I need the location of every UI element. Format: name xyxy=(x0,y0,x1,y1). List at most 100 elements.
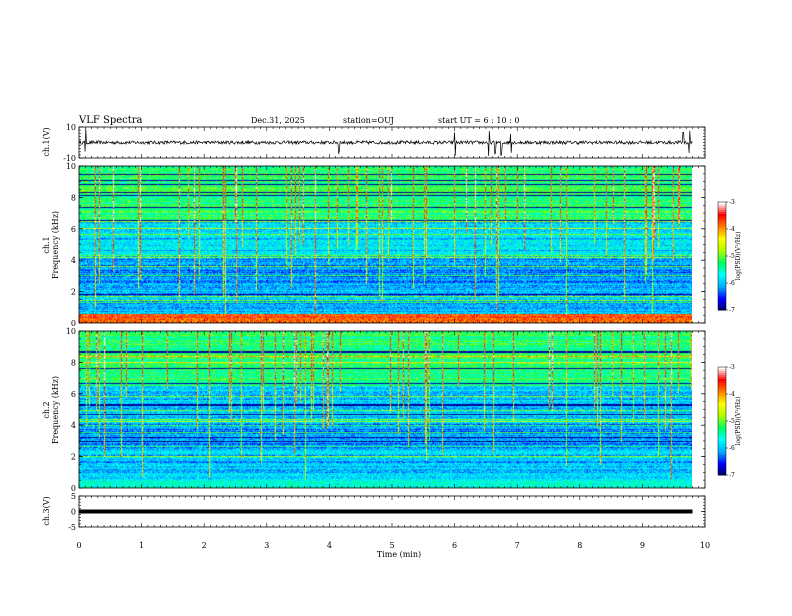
colorbar-segment xyxy=(718,272,726,275)
colorbar-segment xyxy=(718,238,726,241)
colorbar-segment xyxy=(718,214,726,217)
colorbar-segment xyxy=(718,220,726,223)
colorbar-segment xyxy=(718,218,726,221)
colorbar-segment xyxy=(718,222,726,225)
time-tick-label: 9 xyxy=(640,541,645,550)
colorbar-segment xyxy=(718,381,726,384)
colorbar-segment xyxy=(718,262,726,265)
ch2-channel-label: ch.2 xyxy=(42,401,51,418)
colorbar-tick-label: -5 xyxy=(729,253,735,260)
colorbar-segment xyxy=(718,383,726,386)
colorbar-segment xyxy=(718,465,726,468)
ch1-spectrogram-heatmap xyxy=(79,166,705,323)
colorbar-segment xyxy=(718,206,726,209)
colorbar-segment xyxy=(718,276,726,279)
ch1-colorbar: -3 -4 -5 -6 -7 xyxy=(717,199,735,314)
colorbar-segment xyxy=(718,473,726,476)
colorbar-segment xyxy=(718,389,726,392)
colorbar-segment xyxy=(718,234,726,237)
colorbar-segment xyxy=(718,236,726,239)
ch1-waveform-yticks: 10 -10 xyxy=(63,123,705,163)
colorbar-segment xyxy=(718,286,726,289)
y-tick-label: 6 xyxy=(71,390,76,399)
colorbar-segment xyxy=(718,463,726,466)
y-tick-label: 8 xyxy=(71,193,76,202)
colorbar-segment xyxy=(718,393,726,396)
colorbar-segment xyxy=(718,288,726,291)
y-tick-label: 0 xyxy=(71,484,76,493)
colorbar-segment xyxy=(718,232,726,235)
colorbar-tick-label: -3 xyxy=(729,364,735,371)
ch2-spectrogram-ylabel: Frequency (kHz) xyxy=(51,376,60,444)
figure-title: VLF Spectra xyxy=(78,115,143,126)
colorbar-segment xyxy=(718,433,726,436)
colorbar-segment xyxy=(718,208,726,211)
time-tick-label: 0 xyxy=(76,541,81,550)
colorbar-segment xyxy=(718,441,726,444)
colorbar-tick-label: -4 xyxy=(729,226,735,233)
colorbar-segment xyxy=(718,385,726,388)
colorbar-segment xyxy=(718,308,726,311)
y-tick-label: 4 xyxy=(71,256,76,265)
ch1-waveform-ylabel: ch.1(V) xyxy=(42,127,51,156)
colorbar-segment xyxy=(718,290,726,293)
colorbar-segment xyxy=(718,461,726,464)
colorbar-segment xyxy=(718,248,726,251)
time-tick-label: 10 xyxy=(700,541,710,550)
ch1-colorbar-label: log(PSD)(V²/Hz) xyxy=(735,232,742,281)
spectrogram-image xyxy=(79,166,692,323)
colorbar-segment xyxy=(718,377,726,380)
y-tick-label: -5 xyxy=(68,523,76,532)
colorbar-segment xyxy=(718,457,726,460)
colorbar-segment xyxy=(718,431,726,434)
colorbar-segment xyxy=(718,260,726,263)
colorbar-segment xyxy=(718,467,726,470)
colorbar-segment xyxy=(718,230,726,233)
time-tick-label: 8 xyxy=(577,541,582,550)
y-tick-label: -10 xyxy=(63,154,76,163)
y-tick-label: 10 xyxy=(66,123,76,132)
colorbar-segment xyxy=(718,371,726,374)
colorbar-segment xyxy=(718,395,726,398)
colorbar-segment xyxy=(718,401,726,404)
colorbar-segment xyxy=(718,266,726,269)
y-tick-label: 2 xyxy=(71,288,76,297)
time-tick-label: 5 xyxy=(389,541,394,550)
colorbar-segment xyxy=(718,373,726,376)
colorbar-segment xyxy=(718,302,726,305)
time-tick-label: 1 xyxy=(139,541,144,550)
colorbar-segment xyxy=(718,427,726,430)
y-tick-label: 2 xyxy=(71,453,76,462)
colorbar-segment xyxy=(718,387,726,390)
colorbar-segment xyxy=(718,282,726,285)
header-date: Dec.31, 2025 xyxy=(251,116,305,125)
colorbar-segment xyxy=(718,226,726,229)
colorbar-segment xyxy=(718,437,726,440)
ch1-waveform-line-group xyxy=(78,128,693,157)
colorbar-segment xyxy=(718,264,726,267)
colorbar-segment xyxy=(718,471,726,474)
colorbar-segment xyxy=(718,278,726,281)
colorbar-tick-label: -7 xyxy=(729,472,735,479)
colorbar-segment xyxy=(718,403,726,406)
time-axis-label: Time (min) xyxy=(377,550,421,559)
colorbar-segment xyxy=(718,268,726,271)
colorbar-segment xyxy=(718,415,726,418)
time-tick-label: 3 xyxy=(264,541,269,550)
colorbar-segment xyxy=(718,439,726,442)
colorbar-segment xyxy=(718,246,726,249)
ch3-waveform-ylabel: ch.3(V) xyxy=(42,496,51,525)
colorbar-segment xyxy=(718,242,726,245)
ch1-spectrogram-yticks: 0 2 4 6 8 10 xyxy=(66,162,705,328)
colorbar-segment xyxy=(718,274,726,277)
colorbar-segment xyxy=(718,240,726,243)
colorbar-tick-label: -6 xyxy=(729,445,735,452)
colorbar-segment xyxy=(718,451,726,454)
colorbar-segment xyxy=(718,445,726,448)
colorbar-segment xyxy=(718,455,726,458)
time-tick-label: 2 xyxy=(202,541,207,550)
colorbar-tick-label: -3 xyxy=(729,199,735,206)
time-tick-label: 7 xyxy=(515,541,520,550)
colorbar-segment xyxy=(718,391,726,394)
